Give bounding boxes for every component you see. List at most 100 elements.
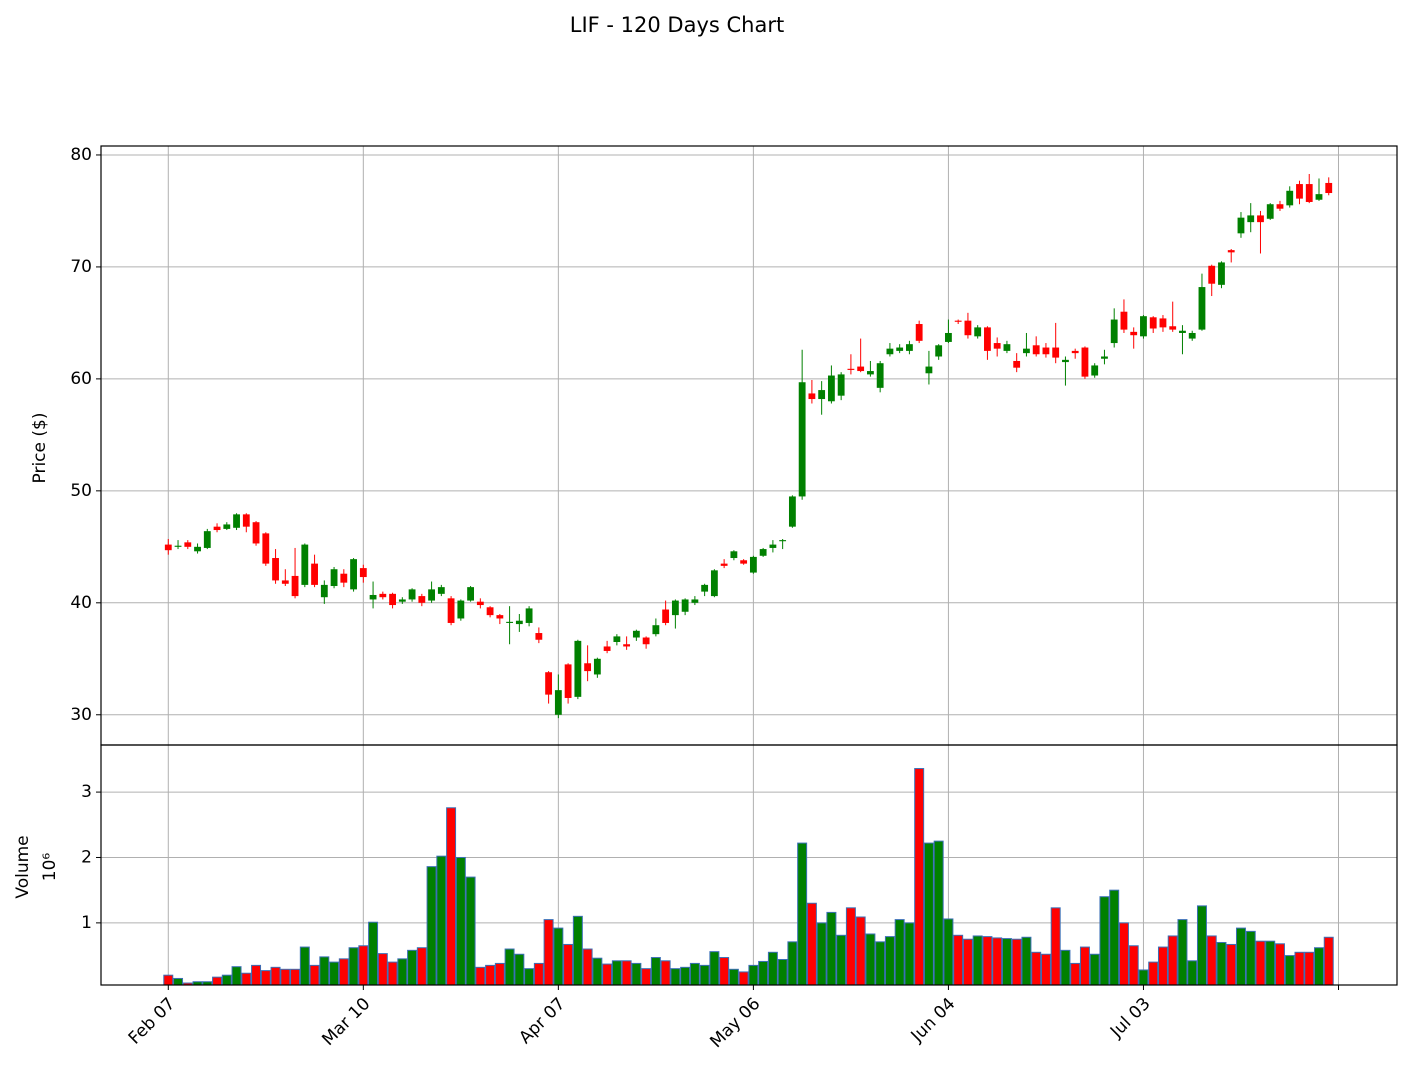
volume-bar	[251, 964, 262, 986]
volume-bar	[875, 941, 886, 986]
candle-body	[1003, 344, 1011, 351]
candle-body	[1091, 365, 1099, 376]
volume-bar	[465, 876, 476, 986]
volume-bar	[290, 968, 301, 986]
volume-bar	[914, 768, 925, 986]
volume-bar	[621, 960, 632, 986]
candle-body	[506, 621, 514, 623]
candle-body	[759, 549, 767, 556]
candle-body	[1062, 359, 1069, 363]
candle-body	[1305, 184, 1313, 202]
volume-bar	[797, 842, 808, 986]
candle-body	[467, 587, 475, 601]
candle-body	[1110, 319, 1118, 344]
volume-bar	[1138, 969, 1149, 986]
volume-bar	[943, 918, 954, 986]
candle-body	[418, 596, 426, 603]
candle-body	[340, 573, 348, 583]
candle-body	[447, 598, 455, 623]
candle-body	[1286, 190, 1294, 206]
volume-bar	[1167, 935, 1178, 986]
volume-bar	[1050, 907, 1061, 986]
candle-body	[1218, 262, 1225, 285]
volume-bar	[173, 977, 184, 986]
volume-bar	[309, 964, 320, 986]
volume-bar	[738, 971, 749, 986]
candle-body	[866, 371, 874, 375]
candle-body	[593, 658, 601, 675]
y-tick-label: 60	[70, 369, 92, 389]
candle-body	[194, 546, 201, 552]
volume-bar	[504, 948, 515, 986]
candle-body	[379, 593, 387, 598]
candle-body	[1032, 345, 1040, 355]
candle-body	[574, 640, 582, 697]
candle-body	[623, 644, 631, 647]
candle-body	[184, 542, 192, 547]
volume-bar	[485, 964, 496, 986]
volume-bar	[397, 958, 408, 986]
candle-body	[837, 374, 845, 396]
candle-body	[330, 569, 338, 587]
candle-body	[1140, 316, 1147, 337]
volume-bar	[446, 807, 457, 986]
volume-bar	[1196, 905, 1207, 986]
volume-bar	[241, 972, 252, 986]
volume-bar	[407, 949, 418, 986]
candle-body	[603, 646, 611, 651]
volume-bar	[650, 957, 661, 986]
candle-body	[369, 594, 377, 600]
candle-body	[945, 332, 952, 342]
volume-bar	[904, 922, 915, 986]
candle-body	[876, 363, 884, 388]
volume-bar	[992, 937, 1003, 986]
volume-bar	[1109, 889, 1120, 986]
y-tick-label: 80	[70, 145, 92, 165]
volume-bar	[1216, 941, 1227, 986]
candle-body	[1179, 330, 1186, 333]
price-axes-frame	[100, 145, 1398, 746]
candle-body	[964, 320, 972, 336]
chart-title: LIF - 120 Days Chart	[570, 13, 784, 37]
volume-tick-label: 1	[81, 913, 92, 933]
candle-body	[1276, 204, 1284, 209]
x-tick-label: Jul 03	[1106, 994, 1154, 1042]
candle-body	[1071, 350, 1079, 354]
volume-bar	[1031, 951, 1042, 986]
candle-body	[389, 593, 396, 606]
volume-offset: 10⁶	[40, 853, 60, 882]
volume-bar	[1001, 938, 1012, 986]
candle-body	[818, 390, 826, 400]
volume-bar	[1314, 947, 1324, 986]
candle-body	[525, 608, 533, 623]
volume-bar	[1128, 945, 1139, 986]
volume-bar	[1099, 896, 1110, 986]
candle-body	[408, 589, 416, 600]
volume-bar	[1255, 940, 1266, 986]
volume-bar	[212, 976, 223, 986]
candle-body	[457, 600, 465, 619]
candle-body	[174, 545, 182, 547]
volume-bar	[1040, 953, 1051, 986]
volume-bar	[533, 962, 544, 986]
candle-body	[233, 514, 240, 528]
volume-bar	[1187, 960, 1198, 986]
volume-bar	[884, 936, 895, 986]
candle-body	[476, 601, 484, 606]
candle-body	[554, 690, 562, 715]
volume-bar	[524, 968, 535, 986]
candle-body	[779, 540, 787, 542]
candle-body	[681, 599, 689, 612]
candle-body	[1159, 318, 1167, 328]
candle-body	[710, 570, 718, 597]
volume-bar	[894, 919, 905, 986]
volume-bar	[845, 907, 856, 986]
volume-bar	[641, 968, 652, 986]
candle-body	[798, 382, 806, 497]
volume-bar	[368, 921, 379, 986]
x-tick-label: May 06	[706, 994, 764, 1052]
volume-bar	[758, 960, 769, 986]
volume-bar	[553, 927, 564, 986]
